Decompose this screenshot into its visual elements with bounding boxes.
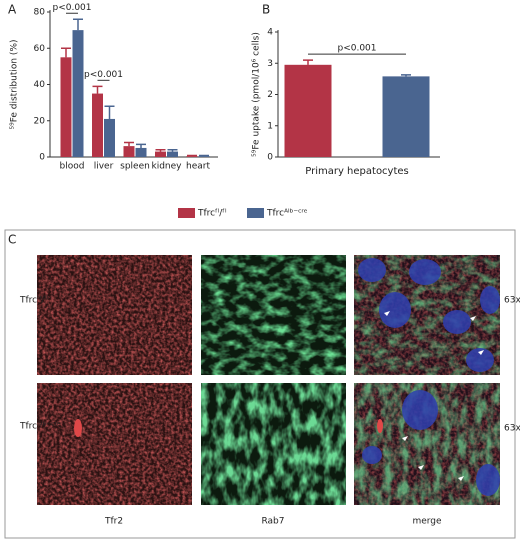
error-bar — [167, 149, 178, 152]
y-tick-label: 20 — [34, 116, 46, 126]
bar — [155, 151, 166, 157]
bar — [72, 30, 84, 157]
bar — [135, 147, 147, 157]
y-tick-label: 60 — [34, 44, 46, 54]
bar — [284, 64, 332, 157]
x-tick-label: heart — [186, 162, 210, 172]
y-tick-label: 1 — [267, 121, 273, 131]
error-bar — [303, 59, 313, 65]
column-label: Rab7 — [261, 517, 284, 527]
error-bar — [92, 85, 103, 94]
y-tick-label: 40 — [34, 80, 46, 90]
bar — [92, 93, 103, 157]
bar — [60, 57, 72, 157]
x-tick-label: blood — [60, 162, 85, 172]
annotation: p<0.001 — [337, 44, 376, 54]
panel-label: B — [262, 3, 270, 17]
error-bar — [136, 143, 146, 148]
bar — [167, 151, 178, 157]
x-tick-label: spleen — [120, 162, 150, 172]
legend-label: Tfrcᶠˡ/ᶠˡ — [197, 209, 227, 219]
column-label: merge — [412, 517, 442, 527]
panel-frame — [4, 229, 516, 539]
bar — [186, 156, 198, 157]
error-bar — [187, 154, 197, 157]
magnification: 63x — [504, 296, 520, 306]
y-tick-label: 0 — [267, 153, 273, 163]
column-label: Tfr2 — [104, 517, 123, 527]
error-bar — [61, 47, 71, 58]
error-bar — [124, 141, 134, 147]
bar — [382, 76, 430, 157]
y-axis-label: ⁵⁹Fe distribution (%) — [10, 39, 20, 129]
error-bar — [401, 74, 411, 77]
panel-label: A — [8, 3, 17, 17]
x-tick-label: liver — [94, 162, 114, 172]
legend-swatch — [178, 208, 195, 218]
bar — [104, 118, 115, 157]
bar — [123, 146, 135, 157]
row-label: Tfrcᶠˡ/ᶠˡ — [19, 296, 49, 306]
bar — [198, 156, 210, 157]
y-tick-label: 2 — [267, 90, 273, 100]
annotation: p<0.001 — [52, 3, 91, 13]
x-axis-label: Primary hepatocytes — [305, 166, 409, 177]
y-tick-label: 0 — [39, 153, 45, 163]
y-tick-label: 80 — [34, 8, 46, 18]
row-label: Tfrcᴬˡᵇ⁻ᶜʳᵉ — [19, 422, 61, 432]
x-tick-label: kidney — [152, 162, 183, 172]
error-bar — [199, 154, 209, 157]
error-bar — [104, 105, 115, 119]
legend-swatch — [247, 208, 264, 218]
micrographs — [37, 255, 500, 505]
y-tick-label: 4 — [267, 28, 273, 38]
y-tick-label: 3 — [267, 59, 273, 69]
magnification: 63x — [504, 424, 520, 434]
panel-label: C — [8, 233, 16, 247]
annotation: p<0.001 — [84, 70, 123, 80]
y-axis-label: ⁵⁹Fe uptake (pmol/10⁶ cells) — [252, 32, 262, 157]
error-bar — [155, 149, 166, 152]
error-bar — [73, 18, 83, 31]
legend-label: Tfrcᴬˡᵇ⁻ᶜʳᵉ — [266, 209, 308, 219]
